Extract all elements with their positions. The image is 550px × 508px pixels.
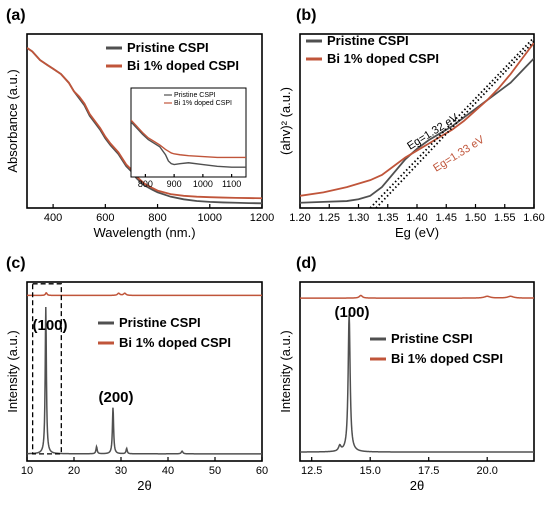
panel-d-plot-frame bbox=[299, 281, 535, 462]
inset-xtick-label: 900 bbox=[167, 179, 182, 189]
peak-label-200: (200) bbox=[98, 389, 133, 406]
legend-label-1: Bi 1% doped CSPI bbox=[119, 335, 231, 350]
inset-legend-label-0: Pristine CSPI bbox=[174, 92, 216, 99]
panel-c-xtick-label: 30 bbox=[115, 465, 127, 477]
legend-label-0: Pristine CSPI bbox=[391, 331, 473, 346]
panel-c-xtick-label: 10 bbox=[21, 465, 33, 477]
peak-label-100: (100) bbox=[334, 304, 369, 321]
panel-b-xtick-label: 1.30 bbox=[348, 212, 369, 224]
panel-d-xtick-label: 17.5 bbox=[418, 465, 439, 477]
panel-c-xtick-label: 50 bbox=[209, 465, 221, 477]
panel-b-series-line-0 bbox=[300, 57, 534, 204]
zoom-region-box bbox=[31, 283, 62, 455]
panel-b-xtick-label: 1.40 bbox=[406, 212, 427, 224]
legend-label-1: Bi 1% doped CSPI bbox=[327, 51, 439, 66]
panel-a-plot-frame bbox=[26, 33, 263, 209]
legend-label-0: Pristine CSPI bbox=[119, 315, 201, 330]
panel-d-y-axis-label: Intensity (a.u.) bbox=[278, 330, 293, 412]
inset-xtick-label: 1100 bbox=[222, 179, 241, 189]
legend-label-0: Pristine CSPI bbox=[127, 40, 209, 55]
panel-b-xtick-label: 1.50 bbox=[465, 212, 486, 224]
panel-c-y-axis-label: Intensity (a.u.) bbox=[5, 330, 20, 412]
panel-c-xtick-label: 40 bbox=[162, 465, 174, 477]
inset-xtick-label: 800 bbox=[138, 179, 153, 189]
panel-d-series-line-1 bbox=[300, 294, 534, 299]
panel-a-xtick-label: 1000 bbox=[198, 212, 222, 224]
panel-d: 12.5 15.0 17.5 20.0 2θ Intensity (a.u.) (d) Pri… bbox=[278, 255, 535, 493]
fit-line-0 bbox=[369, 36, 534, 208]
inset-series-line-1 bbox=[131, 119, 246, 159]
panel-c-x-axis-label: 2θ bbox=[137, 478, 151, 493]
panel-b-x-axis-label: Eg (eV) bbox=[395, 225, 439, 240]
panel-a-absorbance-chart: 400 600 800 1000 1200 Wavelength (nm.) Absorba… bbox=[5, 7, 274, 240]
panel-b-xtick-label: 1.35 bbox=[377, 212, 398, 224]
panel-c-xtick-label: 60 bbox=[256, 465, 268, 477]
panel-d-xtick-label: 12.5 bbox=[301, 465, 322, 477]
bandgap-annotation-doped: Eg=1.33 eV bbox=[431, 133, 487, 174]
panel-a-xtick-label: 800 bbox=[148, 212, 166, 224]
peak-label-100: (100) bbox=[32, 317, 67, 334]
panel-a-series-line-1 bbox=[27, 47, 262, 200]
inset-legend-label-1: Bi 1% doped CSPI bbox=[174, 100, 232, 107]
panel-c: 10 20 30 40 50 60 2θ Intensity (a.u.) (c) Pristin… bbox=[5, 255, 268, 493]
panel-a-x-axis-label: Wavelength (nm.) bbox=[93, 225, 195, 240]
panel-b-series-line-1 bbox=[300, 42, 534, 197]
panel-b-xtick-label: 1.60 bbox=[523, 212, 544, 224]
panel-d-panel-label: (d) bbox=[296, 255, 316, 272]
panel-b-tauc-chart: 1.20 1.25 1.30 1.35 1.40 1.45 1.50 1.55 1.60 Eg (… bbox=[278, 7, 545, 240]
inset-series-line-0 bbox=[131, 121, 246, 168]
panel-b-y-axis-label: (ahv)² (a.u.) bbox=[278, 87, 293, 155]
panel-a-y-axis-label: Absorbance (a.u.) bbox=[5, 69, 20, 172]
panel-b-xtick-label: 1.45 bbox=[436, 212, 457, 224]
panel-a-xtick-label: 1200 bbox=[250, 212, 274, 224]
panel-d-x-axis-label: 2θ bbox=[410, 478, 424, 493]
panel-a-panel-label: (a) bbox=[6, 7, 26, 24]
panel-d-series-line-0 bbox=[300, 314, 534, 453]
legend-label-1: Bi 1% doped CSPI bbox=[127, 58, 239, 73]
panel-d-xtick-label: 15.0 bbox=[359, 465, 380, 477]
legend-label-1: Bi 1% doped CSPI bbox=[391, 351, 503, 366]
panel-a-xtick-label: 400 bbox=[44, 212, 62, 224]
legend-label-0: Pristine CSPI bbox=[327, 33, 409, 48]
panel-c-plot-frame bbox=[26, 281, 263, 462]
panel-b-panel-label: (b) bbox=[296, 7, 316, 24]
panel-c-series-line-0 bbox=[27, 307, 262, 455]
inset-xtick-label: 1000 bbox=[193, 179, 213, 189]
panel-b-xtick-label: 1.25 bbox=[319, 212, 340, 224]
panel-d-xtick-label: 20.0 bbox=[476, 465, 497, 477]
panel-c-panel-label: (c) bbox=[6, 255, 26, 272]
panel-b-xtick-label: 1.20 bbox=[289, 212, 310, 224]
panel-a-xtick-label: 600 bbox=[96, 212, 114, 224]
panel-c-xtick-label: 20 bbox=[68, 465, 80, 477]
panel-c-series-line-1 bbox=[27, 291, 262, 297]
panel-b-xtick-label: 1.55 bbox=[494, 212, 515, 224]
